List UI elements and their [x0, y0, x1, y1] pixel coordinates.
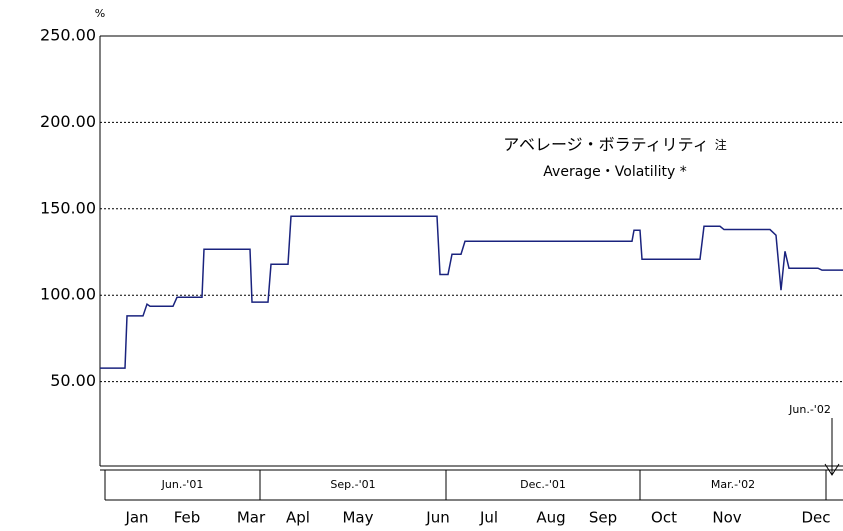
x-tick-label: Sep — [589, 509, 617, 527]
y-axis-label: % — [95, 7, 105, 20]
x-tick-label: Oct — [651, 509, 677, 527]
x-tick-label: Aug — [536, 509, 565, 527]
data-line — [100, 215, 843, 369]
annotation-label: Jun.-'02 — [788, 403, 831, 416]
period-label: Dec.-'01 — [520, 478, 566, 491]
x-tick-label: Feb — [174, 509, 201, 527]
x-tick-label: Jun — [425, 509, 449, 527]
period-label: Mar.-'02 — [711, 478, 755, 491]
title-note: 注 — [715, 137, 727, 152]
y-tick-label: 150.00 — [40, 198, 96, 217]
y-tick-label: 100.00 — [40, 285, 96, 304]
x-tick-label: Mar — [237, 509, 266, 527]
x-tick-label: Apl — [286, 509, 310, 527]
x-tick-label: Dec — [801, 509, 830, 527]
y-tick-label: 200.00 — [40, 112, 96, 131]
chart-title: アベレージ・ボラティリティ注 — [503, 135, 726, 154]
annotation-arrowhead — [824, 463, 840, 476]
period-label: Sep.-'01 — [330, 478, 375, 491]
x-tick-label: Jul — [479, 509, 498, 527]
y-tick-label: 250.00 — [40, 26, 96, 45]
chart-subtitle: Average・Volatility * — [543, 164, 686, 180]
x-tick-label: Nov — [712, 509, 741, 527]
y-tick-label: 50.00 — [50, 371, 96, 390]
period-label: Jun.-'01 — [161, 478, 204, 491]
x-tick-label: May — [342, 509, 373, 527]
title-text: アベレージ・ボラティリティ — [503, 135, 708, 154]
x-tick-label: Jan — [124, 509, 148, 527]
